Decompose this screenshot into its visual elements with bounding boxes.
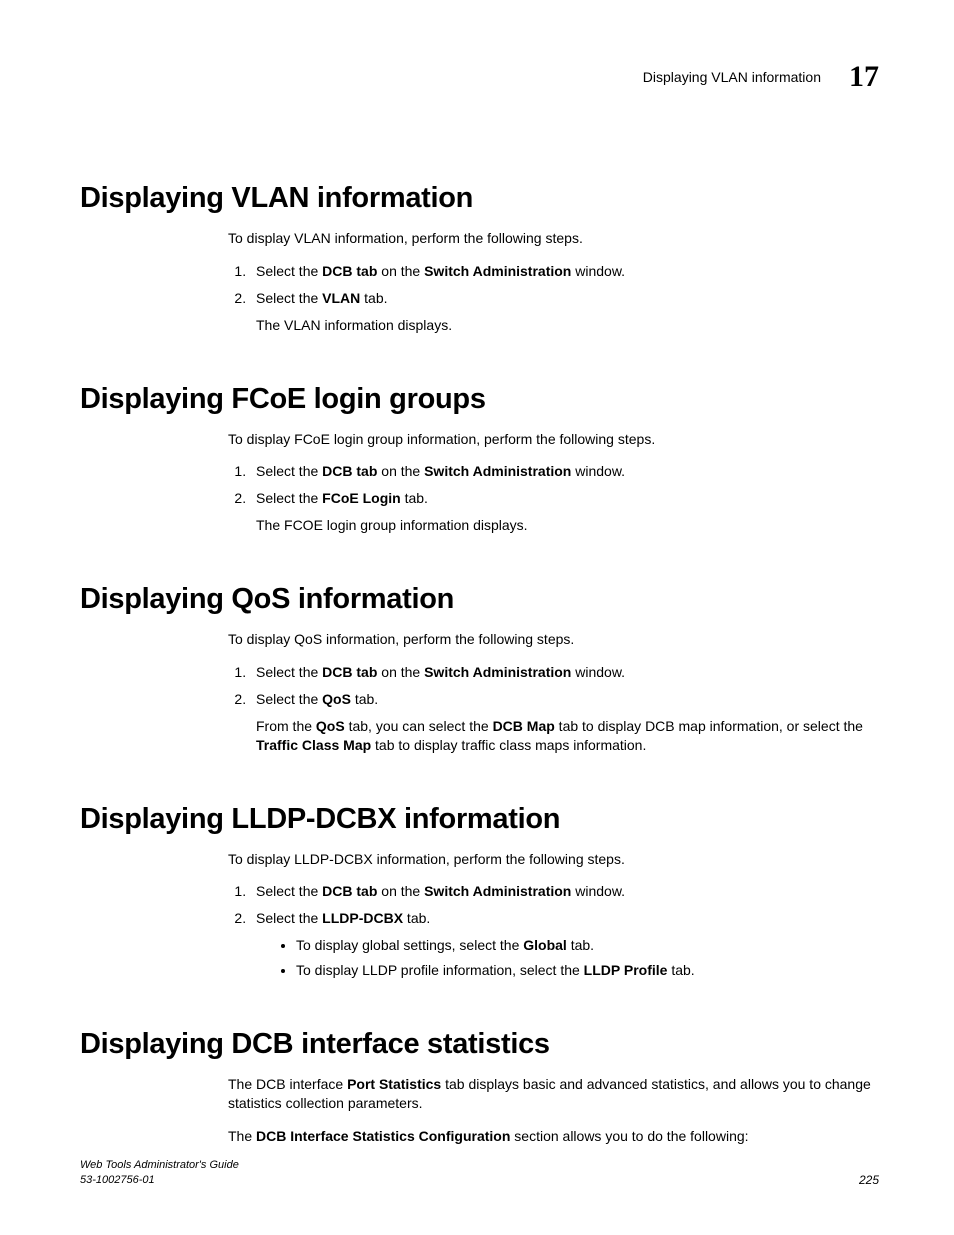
body-qos: To display QoS information, perform the … [228, 630, 875, 754]
step-item: Select the LLDP-DCBX tab. To display glo… [250, 909, 875, 980]
bold-text: Switch Administration [424, 263, 571, 279]
step-item: Select the DCB tab on the Switch Adminis… [250, 262, 875, 281]
steps-lldp: Select the DCB tab on the Switch Adminis… [228, 882, 875, 980]
footer-guide-title: Web Tools Administrator's Guide [80, 1158, 239, 1172]
text: From the [256, 718, 316, 734]
bold-text: Switch Administration [424, 664, 571, 680]
step-item: Select the FCoE Login tab. The FCOE logi… [250, 489, 875, 535]
steps-vlan: Select the DCB tab on the Switch Adminis… [228, 262, 875, 335]
text: tab. [567, 937, 594, 953]
heading-dcb-stats: Displaying DCB interface statistics [80, 1028, 879, 1061]
text: window. [571, 463, 625, 479]
footer-doc-id: 53-1002756-01 [80, 1173, 239, 1187]
heading-qos: Displaying QoS information [80, 583, 879, 616]
text: on the [377, 664, 424, 680]
step-item: Select the DCB tab on the Switch Adminis… [250, 462, 875, 481]
heading-fcoe: Displaying FCoE login groups [80, 383, 879, 416]
text: tab. [667, 962, 694, 978]
text: Select the [256, 883, 322, 899]
document-page: Displaying VLAN information 17 Displayin… [0, 0, 954, 1235]
text: tab. [401, 490, 428, 506]
bold-text: DCB Map [493, 718, 555, 734]
bold-text: LLDP Profile [584, 962, 668, 978]
step-item: Select the DCB tab on the Switch Adminis… [250, 882, 875, 901]
heading-vlan: Displaying VLAN information [80, 182, 879, 215]
bold-text: VLAN [322, 290, 360, 306]
intro-fcoe: To display FCoE login group information,… [228, 430, 875, 449]
bold-text: LLDP-DCBX [322, 910, 403, 926]
text: To display global settings, select the [296, 937, 523, 953]
bullet-item: To display LLDP profile information, sel… [296, 961, 875, 980]
text: Select the [256, 463, 322, 479]
step-item: Select the VLAN tab. The VLAN informatio… [250, 289, 875, 335]
bullet-item: To display global settings, select the G… [296, 936, 875, 955]
text: on the [377, 263, 424, 279]
text: The DCB interface [228, 1076, 347, 1092]
para-dcb-stats-2: The DCB Interface Statistics Configurati… [228, 1127, 875, 1146]
text: Select the [256, 664, 322, 680]
step-item: Select the DCB tab on the Switch Adminis… [250, 663, 875, 682]
text: Select the [256, 290, 322, 306]
body-lldp: To display LLDP-DCBX information, perfor… [228, 850, 875, 980]
bold-text: FCoE Login [322, 490, 401, 506]
text: tab. [360, 290, 387, 306]
text: window. [571, 263, 625, 279]
text: tab to display traffic class maps inform… [371, 737, 646, 753]
bold-text: DCB tab [322, 883, 377, 899]
section-fcoe: Displaying FCoE login groups To display … [80, 383, 879, 536]
step-sub: The FCOE login group information display… [256, 516, 875, 535]
footer-page-number: 225 [859, 1173, 879, 1187]
para-dcb-stats-1: The DCB interface Port Statistics tab di… [228, 1075, 875, 1113]
bold-text: QoS [316, 718, 345, 734]
text: The [228, 1128, 256, 1144]
bold-text: Switch Administration [424, 883, 571, 899]
text: Select the [256, 490, 322, 506]
running-header: Displaying VLAN information 17 [80, 60, 879, 94]
steps-qos: Select the DCB tab on the Switch Adminis… [228, 663, 875, 755]
text: tab to display DCB map information, or s… [555, 718, 863, 734]
body-fcoe: To display FCoE login group information,… [228, 430, 875, 536]
step-item: Select the QoS tab. From the QoS tab, yo… [250, 690, 875, 755]
steps-fcoe: Select the DCB tab on the Switch Adminis… [228, 462, 875, 535]
bold-text: Traffic Class Map [256, 737, 371, 753]
intro-lldp: To display LLDP-DCBX information, perfor… [228, 850, 875, 869]
bold-text: Global [523, 937, 567, 953]
bold-text: DCB tab [322, 664, 377, 680]
bold-text: Switch Administration [424, 463, 571, 479]
section-qos: Displaying QoS information To display Qo… [80, 583, 879, 754]
bold-text: DCB Interface Statistics Configuration [256, 1128, 510, 1144]
chapter-number: 17 [849, 60, 879, 94]
intro-vlan: To display VLAN information, perform the… [228, 229, 875, 248]
text: on the [377, 883, 424, 899]
heading-lldp: Displaying LLDP-DCBX information [80, 803, 879, 836]
bold-text: DCB tab [322, 463, 377, 479]
text: tab. [351, 691, 378, 707]
text: To display LLDP profile information, sel… [296, 962, 584, 978]
text: tab, you can select the [345, 718, 493, 734]
text: window. [571, 664, 625, 680]
text: Select the [256, 263, 322, 279]
step-sub: The VLAN information displays. [256, 316, 875, 335]
text: Select the [256, 691, 322, 707]
text: Select the [256, 910, 322, 926]
page-footer: Web Tools Administrator's Guide 53-10027… [80, 1158, 879, 1187]
text: section allows you to do the following: [510, 1128, 748, 1144]
running-header-title: Displaying VLAN information [643, 69, 821, 85]
bullets-lldp: To display global settings, select the G… [256, 936, 875, 980]
bold-text: Port Statistics [347, 1076, 441, 1092]
step-sub: From the QoS tab, you can select the DCB… [256, 717, 875, 755]
section-vlan: Displaying VLAN information To display V… [80, 182, 879, 335]
text: window. [571, 883, 625, 899]
text: on the [377, 463, 424, 479]
text: tab. [403, 910, 430, 926]
body-vlan: To display VLAN information, perform the… [228, 229, 875, 335]
section-dcb-stats: Displaying DCB interface statistics The … [80, 1028, 879, 1146]
intro-qos: To display QoS information, perform the … [228, 630, 875, 649]
bold-text: QoS [322, 691, 351, 707]
section-lldp: Displaying LLDP-DCBX information To disp… [80, 803, 879, 980]
body-dcb-stats: The DCB interface Port Statistics tab di… [228, 1075, 875, 1146]
footer-left: Web Tools Administrator's Guide 53-10027… [80, 1158, 239, 1187]
bold-text: DCB tab [322, 263, 377, 279]
